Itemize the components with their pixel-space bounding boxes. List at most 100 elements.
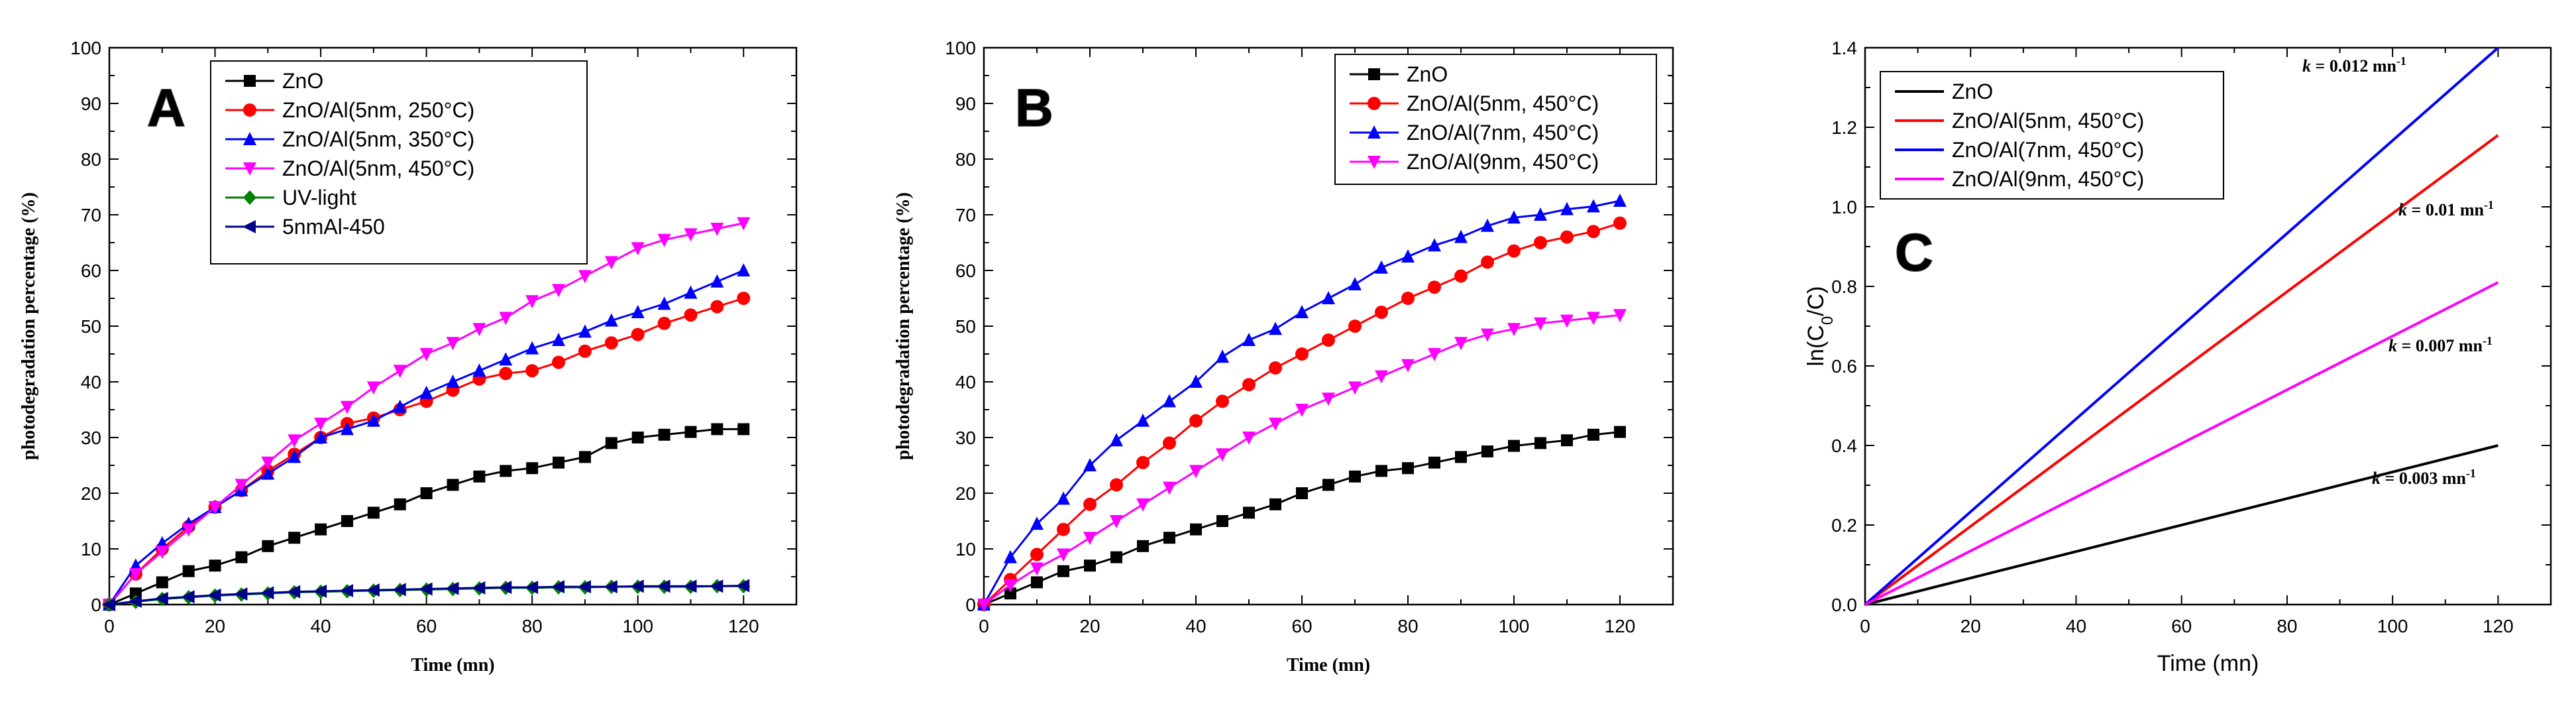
data-point (737, 263, 751, 276)
data-point (1348, 320, 1362, 333)
x-tick-label: 100 (622, 616, 653, 636)
y-tick-label: 0.2 (1831, 515, 1857, 536)
data-point (1613, 194, 1627, 207)
data-point (525, 580, 539, 594)
data-point (1163, 436, 1176, 450)
legend-marker (244, 75, 256, 87)
data-point (1243, 506, 1255, 519)
data-point (658, 428, 671, 441)
data-point (1269, 498, 1281, 510)
data-point (552, 333, 566, 346)
legend-marker (1368, 68, 1380, 80)
data-point (1057, 565, 1069, 577)
data-point (657, 233, 671, 247)
data-point (631, 327, 645, 341)
x-tick-label: 60 (1291, 616, 1312, 636)
series-zno-al-9nm-450-c: k = 0.007 mn-1 (1864, 281, 2499, 606)
data-point (1507, 210, 1521, 224)
data-point (737, 217, 751, 231)
legend-label: 5nmAl-450 (282, 215, 385, 239)
rate-constant-label: k = 0.01 mn-1 (2398, 198, 2494, 219)
data-point (1057, 522, 1070, 536)
y-tick-label: 100 (70, 38, 101, 58)
data-point (684, 308, 698, 322)
data-point (1269, 418, 1282, 431)
data-point (366, 413, 380, 427)
rate-constant-k: k (2302, 56, 2311, 76)
data-point (367, 506, 380, 519)
data-point (1269, 322, 1282, 335)
data-point (1083, 532, 1097, 546)
data-point (578, 270, 592, 284)
data-point (525, 341, 539, 355)
data-point (684, 228, 698, 242)
data-point (1560, 314, 1574, 328)
data-point (500, 465, 512, 477)
data-point (1402, 462, 1414, 475)
series-zno (103, 423, 750, 611)
data-point (155, 546, 169, 559)
y-tick-label: 30 (955, 428, 976, 448)
data-point (1084, 559, 1096, 572)
data-point (1401, 292, 1415, 305)
data-point (710, 300, 724, 314)
data-point (1455, 451, 1467, 463)
y-tick-label: 60 (81, 261, 101, 281)
legend-label: ZnO (1407, 62, 1448, 86)
data-point (1004, 550, 1017, 563)
legend-marker (1368, 97, 1381, 110)
x-tick-label: 40 (1185, 616, 1206, 636)
data-point (1057, 548, 1070, 562)
series-zno (978, 426, 1626, 611)
data-point (419, 385, 433, 399)
rate-constant-exponent: -1 (2484, 198, 2494, 211)
data-point (102, 598, 115, 611)
y-tick-label: 1.2 (1831, 117, 1857, 138)
legend-marker (243, 103, 256, 117)
legend-box (210, 60, 588, 265)
legend: ZnO ZnO/Al(5nm, 250°C) ZnO/Al(5nm, 350°C) Z… (210, 60, 588, 265)
data-point (1216, 515, 1228, 527)
rate-constant-k: k (2398, 200, 2407, 219)
data-point (1481, 445, 1493, 457)
data-point (472, 581, 486, 595)
series-zno-al-5nm-250-c (103, 292, 751, 611)
y-axis-title-tail: /C) (1803, 286, 1829, 316)
y-tick-label: 70 (81, 205, 101, 225)
data-point (631, 432, 644, 443)
data-point (1190, 523, 1202, 536)
data-point (209, 559, 221, 572)
rate-constant-exponent: -1 (2483, 334, 2493, 347)
data-point (1322, 291, 1335, 304)
rate-constant-label: k = 0.007 mn-1 (2388, 334, 2493, 355)
x-tick-label: 20 (1960, 616, 1981, 636)
series-line (1864, 46, 2499, 606)
data-point (394, 498, 406, 510)
series-line (1864, 281, 2499, 606)
data-point (1189, 465, 1203, 479)
y-tick-label: 60 (955, 261, 976, 281)
data-point (1401, 249, 1415, 263)
data-point (710, 579, 724, 593)
data-point (235, 479, 248, 493)
y-axis-title-subscript: 0 (1819, 316, 1837, 325)
series-line (1864, 444, 2498, 606)
data-point (339, 584, 353, 597)
data-point (525, 364, 539, 378)
data-point (1481, 218, 1494, 232)
data-point (288, 532, 301, 544)
y-tick-label: 0.0 (1831, 595, 1857, 615)
data-point (260, 586, 274, 600)
data-point (1322, 392, 1335, 406)
data-point (1136, 455, 1150, 469)
data-point (1110, 478, 1123, 492)
y-tick-label: 1.0 (1831, 197, 1857, 217)
y-tick-label: 50 (81, 316, 101, 337)
x-tick-label: 80 (522, 616, 543, 636)
series-zno: k = 0.003 mn-1 (1864, 444, 2498, 606)
legend-marker (243, 162, 256, 176)
x-tick-label: 100 (2377, 616, 2408, 636)
x-tick-label: 120 (1605, 616, 1636, 636)
data-point (1004, 587, 1016, 600)
data-point (288, 434, 301, 448)
